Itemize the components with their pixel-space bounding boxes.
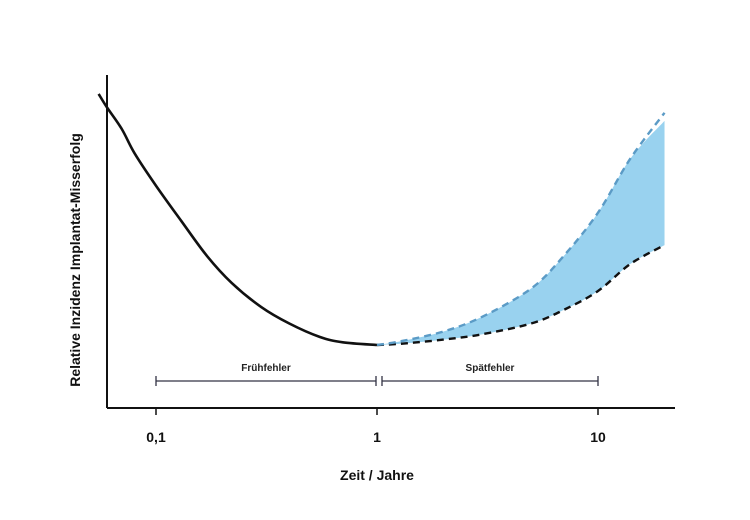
x-tick-label-3: 10 [590, 429, 606, 445]
x-tick-label-2: 1 [373, 429, 381, 445]
ticks-layer: 0,1 1 10 [146, 408, 606, 445]
phase-label-2: Spätfehler [466, 363, 515, 374]
series-line-2 [376, 244, 666, 347]
x-axis-title: Zeit / Jahre [340, 467, 414, 483]
phase-label-1: Frühfehler [241, 363, 291, 374]
axes-layer [106, 75, 675, 409]
y-axis-title: Relative Inzidenz Implantat-Misserfolg [67, 133, 83, 387]
annotation-layer: Frühfehler Spätfehler [155, 363, 599, 386]
series-line-1 [97, 93, 378, 347]
series-layer [97, 93, 666, 347]
x-tick-label-1: 0,1 [146, 429, 166, 445]
band-layer [377, 120, 665, 346]
band-area [377, 120, 665, 346]
series-line-3 [376, 112, 666, 347]
